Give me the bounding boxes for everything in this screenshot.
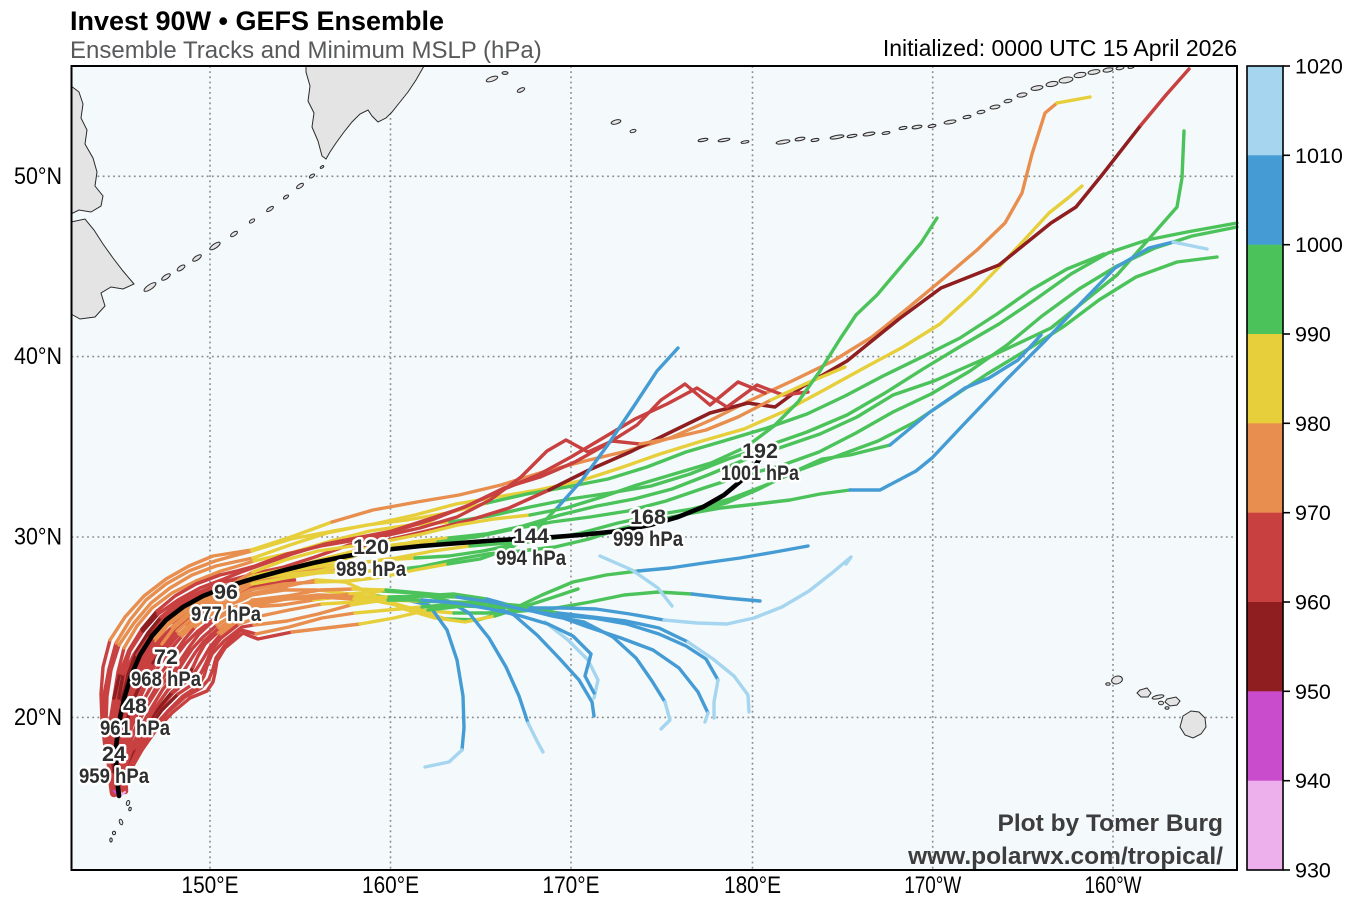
svg-text:960: 960 — [1295, 591, 1331, 615]
svg-text:1000: 1000 — [1295, 233, 1343, 257]
svg-text:1001 hPa: 1001 hPa — [721, 461, 800, 485]
svg-text:160°W: 160°W — [1085, 872, 1142, 899]
svg-text:980: 980 — [1295, 412, 1331, 436]
svg-text:Plot by Tomer Burg: Plot by Tomer Burg — [997, 810, 1223, 837]
svg-text:Invest 90W • GEFS Ensemble: Invest 90W • GEFS Ensemble — [70, 6, 444, 36]
svg-text:994 hPa: 994 hPa — [496, 546, 567, 570]
svg-text:170°E: 170°E — [543, 872, 600, 899]
svg-text:968 hPa: 968 hPa — [131, 667, 202, 691]
svg-text:144: 144 — [513, 524, 549, 548]
svg-text:999 hPa: 999 hPa — [613, 527, 684, 551]
svg-text:Initialized: 0000 UTC 15 April: Initialized: 0000 UTC 15 April 2026 — [883, 35, 1237, 61]
svg-text:30°N: 30°N — [14, 524, 62, 551]
svg-text:192: 192 — [742, 439, 778, 463]
svg-text:www.polarwx.com/tropical/: www.polarwx.com/tropical/ — [907, 843, 1223, 870]
svg-text:96: 96 — [214, 580, 238, 604]
svg-text:1010: 1010 — [1295, 144, 1343, 168]
svg-text:120: 120 — [353, 535, 389, 559]
svg-text:930: 930 — [1295, 859, 1331, 883]
svg-text:989 hPa: 989 hPa — [336, 557, 407, 581]
svg-text:160°E: 160°E — [362, 872, 419, 899]
svg-text:1020: 1020 — [1295, 55, 1343, 79]
svg-text:961 hPa: 961 hPa — [100, 716, 171, 740]
svg-text:170°W: 170°W — [904, 872, 961, 899]
svg-text:180°E: 180°E — [724, 872, 781, 899]
svg-text:970: 970 — [1295, 501, 1331, 525]
svg-text:40°N: 40°N — [14, 343, 62, 370]
svg-text:50°N: 50°N — [14, 163, 62, 190]
svg-text:977 hPa: 977 hPa — [191, 602, 262, 626]
svg-text:72: 72 — [154, 645, 178, 669]
svg-text:940: 940 — [1295, 769, 1331, 793]
svg-text:150°E: 150°E — [182, 872, 239, 899]
svg-text:168: 168 — [630, 505, 666, 529]
svg-text:20°N: 20°N — [14, 704, 62, 731]
svg-text:24: 24 — [102, 742, 126, 766]
svg-text:959 hPa: 959 hPa — [79, 764, 150, 788]
svg-text:Ensemble Tracks and Minimum MS: Ensemble Tracks and Minimum MSLP (hPa) — [70, 37, 542, 64]
svg-text:950: 950 — [1295, 680, 1331, 704]
svg-text:48: 48 — [123, 694, 147, 718]
svg-text:990: 990 — [1295, 323, 1331, 347]
